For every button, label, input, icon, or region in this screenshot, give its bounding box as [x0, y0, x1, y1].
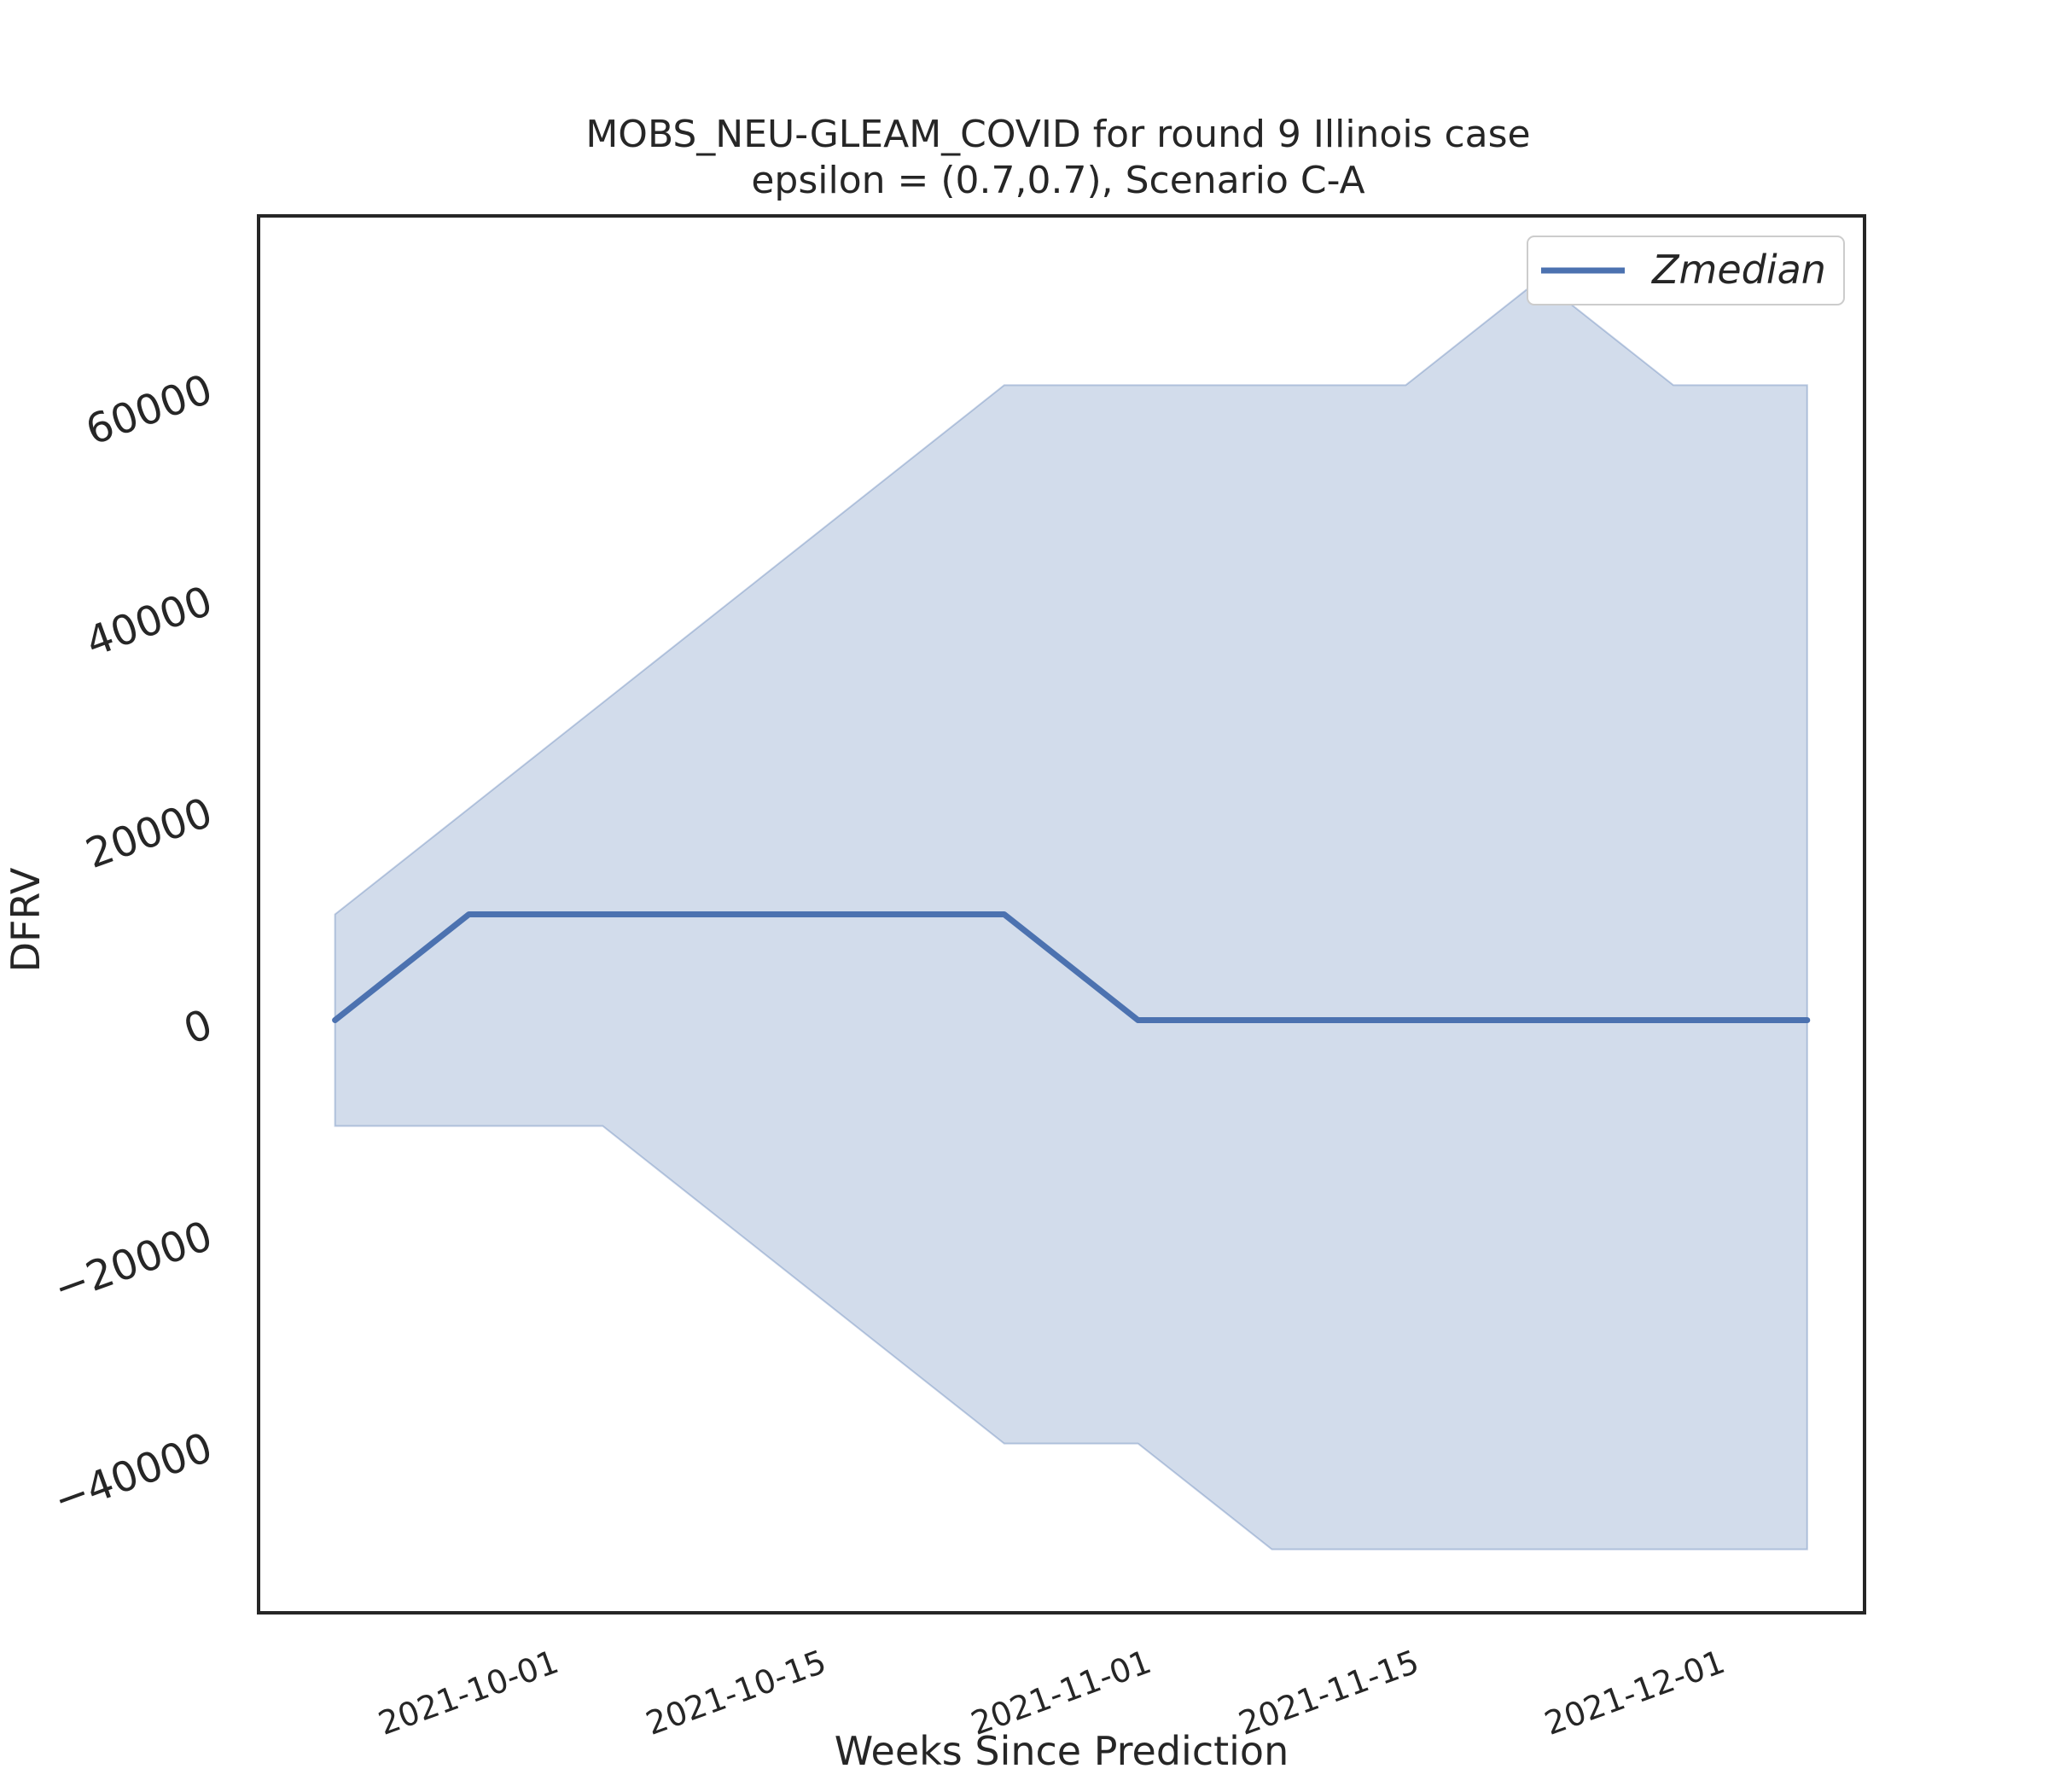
data-point-zmedian — [1539, 1020, 1540, 1021]
data-point-zmedian — [736, 914, 737, 915]
y-tick-label: −40000 — [48, 1423, 218, 1525]
y-tick-label: 0 — [177, 1000, 218, 1054]
data-point-zmedian — [1271, 1020, 1272, 1021]
data-point-zmedian — [602, 914, 603, 915]
data-point-zmedian — [1137, 1020, 1138, 1021]
chart-subtitle: epsilon = (0.7,0.7), Scenario C-A — [751, 159, 1364, 202]
confidence-band — [334, 278, 1808, 1551]
legend-label-zmedian: Zmedian — [1650, 247, 1826, 293]
x-tick-label: 2021-10-01 — [374, 1643, 564, 1743]
series-line-zmedian — [332, 911, 1811, 1023]
x-axis-label: Weeks Since Prediction — [835, 1728, 1289, 1774]
data-point-zmedian — [1405, 1020, 1406, 1021]
plot-frame — [257, 214, 1866, 1615]
x-tick-label: 2021-12-01 — [1539, 1643, 1730, 1743]
y-tick-label: 20000 — [79, 788, 218, 878]
y-tick-label: 40000 — [79, 577, 218, 666]
plot-area — [332, 278, 1811, 1551]
y-tick-label: −20000 — [48, 1212, 218, 1313]
legend-box — [1527, 236, 1845, 305]
x-tick-label: 2021-10-15 — [641, 1643, 831, 1743]
data-point-zmedian — [1673, 1020, 1674, 1021]
legend: Zmedian — [1527, 236, 1845, 305]
y-axis-label: DFRV — [3, 867, 49, 972]
chart-title: MOBS_NEU-GLEAM_COVID for round 9 Illinoi… — [585, 113, 1530, 156]
y-axis-ticks: −40000 −20000 0 20000 40000 60000 — [48, 365, 218, 1525]
y-tick-label: 60000 — [79, 365, 218, 455]
data-point-zmedian — [468, 914, 469, 915]
data-point-zmedian — [870, 914, 871, 915]
